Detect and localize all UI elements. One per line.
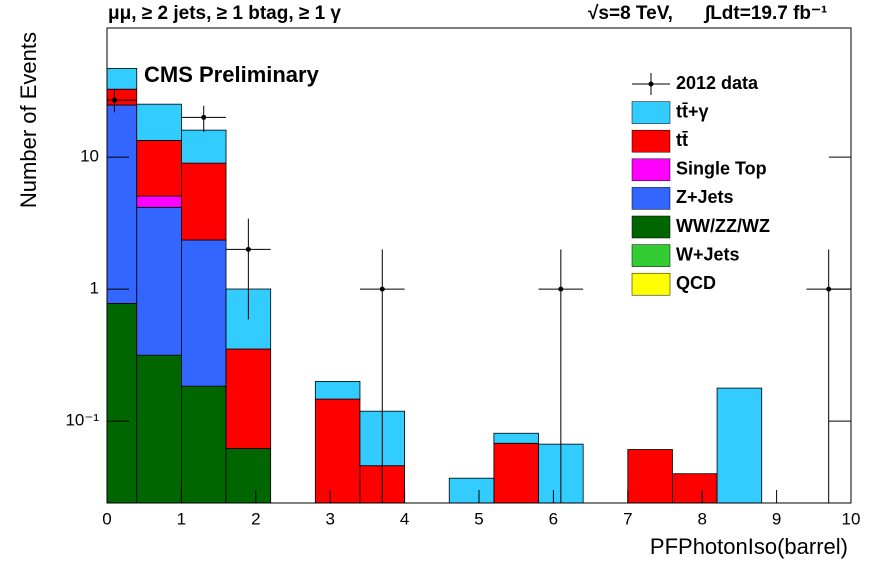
legend-label: tt̄ bbox=[676, 130, 688, 150]
x-tick-label: 4 bbox=[400, 509, 409, 528]
legend-swatch bbox=[631, 129, 671, 153]
x-tick-label: 6 bbox=[549, 509, 558, 528]
histogram-bar bbox=[314, 381, 361, 400]
x-tick-label: 0 bbox=[102, 509, 111, 528]
legend-swatch bbox=[631, 158, 671, 182]
legend-swatch bbox=[631, 215, 671, 239]
x-tick-label: 2 bbox=[251, 509, 260, 528]
x-tick-label: 7 bbox=[623, 509, 632, 528]
histogram-bar bbox=[180, 239, 227, 387]
histogram-bar bbox=[136, 354, 182, 503]
histogram-bar bbox=[180, 162, 227, 241]
x-tick-label: 8 bbox=[697, 509, 706, 528]
histogram-bar bbox=[107, 67, 138, 90]
x-tick-label: 10 bbox=[842, 509, 861, 528]
data-point bbox=[558, 286, 564, 292]
histogram-bar bbox=[225, 348, 272, 449]
x-tick-label: 9 bbox=[772, 509, 781, 528]
legend-swatch bbox=[631, 101, 671, 124]
legend-label: QCD bbox=[676, 273, 716, 293]
histogram-bar bbox=[180, 129, 227, 164]
legend-swatch bbox=[631, 244, 671, 267]
legend-label: WW/ZZ/WZ bbox=[676, 216, 770, 236]
histogram-bar bbox=[180, 385, 227, 503]
histogram-bar bbox=[448, 477, 495, 503]
legend-label: W+Jets bbox=[676, 244, 740, 264]
histogram-bar bbox=[107, 302, 138, 503]
header-energy: √s=8 TeV, bbox=[588, 3, 673, 24]
histogram-bar bbox=[493, 432, 539, 444]
histogram-bar bbox=[136, 195, 182, 208]
y-tick-label: 10 bbox=[80, 147, 99, 166]
histogram-bar bbox=[627, 449, 673, 503]
header-left: μμ, ≥ 2 jets, ≥ 1 btag, ≥ 1 γ bbox=[108, 3, 341, 24]
legend-marker bbox=[648, 81, 654, 87]
legend-label: Z+Jets bbox=[676, 187, 734, 207]
x-tick-label: 1 bbox=[177, 509, 186, 528]
data-point bbox=[379, 286, 385, 292]
annotation: CMS Preliminary bbox=[144, 62, 320, 87]
legend-label: tt̄+γ bbox=[676, 101, 709, 121]
legend-swatch bbox=[631, 187, 671, 210]
legend-label: 2012 data bbox=[676, 73, 759, 93]
plot-area bbox=[107, 67, 851, 503]
histogram-bar bbox=[314, 398, 361, 503]
legend-swatch bbox=[631, 272, 671, 296]
data-point bbox=[201, 114, 207, 120]
data-point bbox=[826, 286, 832, 292]
histogram-bar bbox=[136, 206, 182, 356]
histogram-bar bbox=[716, 387, 763, 503]
data-point bbox=[111, 97, 117, 103]
data-point bbox=[245, 246, 251, 252]
histogram-bar bbox=[107, 104, 138, 304]
legend-label: Single Top bbox=[676, 159, 767, 179]
y-tick-label: 1 bbox=[90, 279, 99, 298]
histogram-bar bbox=[136, 140, 182, 197]
y-tick-label: 10⁻¹ bbox=[65, 411, 99, 430]
header-lumi: ∫Ldt=19.7 fb⁻¹ bbox=[703, 3, 827, 24]
histogram-bar bbox=[136, 103, 182, 141]
x-tick-label: 3 bbox=[325, 509, 334, 528]
histogram-bar bbox=[493, 442, 539, 503]
histogram-bar bbox=[225, 448, 272, 503]
x-axis-label: PFPhotonIso(barrel) bbox=[650, 534, 848, 559]
y-axis-label: Number of Events bbox=[16, 32, 41, 208]
x-tick-label: 5 bbox=[474, 509, 483, 528]
